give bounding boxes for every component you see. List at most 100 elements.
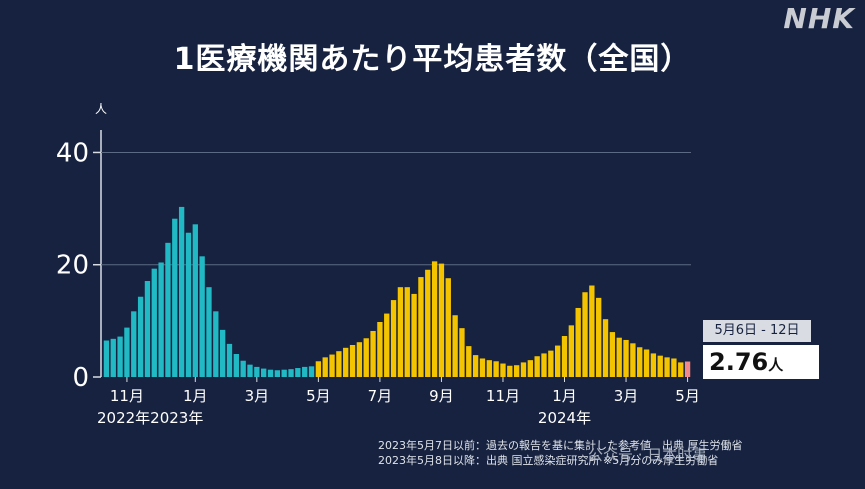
bar — [418, 277, 424, 377]
bar — [178, 206, 185, 377]
bar — [425, 269, 431, 377]
x-tick-label: 3月 — [614, 387, 639, 405]
bar — [131, 311, 137, 377]
bar — [158, 262, 164, 377]
x-tick-label: 1月 — [183, 387, 208, 405]
callout-value: 2.76 — [709, 348, 769, 376]
bar — [397, 287, 404, 377]
bar — [302, 366, 308, 377]
x-tick-label: 3月 — [245, 387, 270, 405]
x-tick-label: 7月 — [368, 387, 393, 405]
bar — [623, 339, 629, 377]
bar — [582, 292, 588, 377]
bar — [630, 343, 636, 377]
bar — [452, 315, 458, 377]
chart-title: 1医療機関あたり平均患者数（全国） — [173, 42, 692, 77]
bar — [349, 345, 356, 377]
bar — [377, 321, 383, 377]
bar — [267, 369, 274, 377]
bar — [637, 347, 643, 377]
x-tick-label: 5月 — [675, 387, 700, 405]
watermark: 公众号 · 日本时事 — [588, 446, 708, 464]
bar — [103, 340, 110, 377]
bar — [343, 347, 349, 377]
bar — [678, 362, 684, 377]
bar — [240, 360, 246, 377]
bar — [671, 358, 677, 377]
bar — [281, 369, 287, 377]
bar — [616, 337, 622, 377]
bar — [541, 353, 547, 377]
bar — [206, 287, 212, 377]
callout-unit: 人 — [768, 356, 784, 374]
bar — [356, 342, 363, 377]
x-year-label: 2022年2023年 — [97, 409, 203, 427]
bar — [596, 297, 602, 377]
bar — [445, 278, 451, 377]
bar — [438, 263, 445, 377]
bar — [185, 232, 192, 377]
bar — [609, 332, 616, 377]
bar — [384, 313, 390, 377]
x-tick-label: 1月 — [552, 387, 577, 405]
bar — [219, 329, 226, 377]
bar — [643, 349, 650, 377]
bar — [247, 364, 253, 377]
bar — [213, 311, 219, 377]
source-note-1: 2023年5月7日以前：過去の報告を基に集計した参考値 出典 厚生労働省 — [378, 439, 743, 452]
bar — [233, 353, 239, 377]
bar — [664, 357, 670, 377]
bar — [390, 300, 397, 377]
bar — [431, 261, 438, 377]
bar — [322, 357, 328, 377]
bar — [520, 362, 527, 377]
bar — [602, 319, 609, 377]
bar — [459, 328, 465, 377]
bar — [336, 351, 342, 377]
bar — [513, 365, 520, 377]
bar — [110, 338, 116, 377]
bar — [575, 307, 581, 377]
bar — [199, 256, 205, 377]
x-tick-label: 11月 — [110, 387, 144, 405]
bar — [548, 350, 554, 377]
y-axis-unit-label: 人 — [95, 102, 107, 116]
bar — [192, 224, 198, 377]
bar — [561, 336, 568, 377]
callout-period: 5月6日 - 12日 — [703, 320, 811, 342]
callout-value-box: 2.76人 — [703, 345, 819, 379]
bar — [493, 361, 499, 377]
bar — [261, 368, 267, 377]
bar — [254, 366, 260, 377]
bar — [657, 355, 663, 377]
x-tick-label: 5月 — [306, 387, 331, 405]
y-tick-label: 0 — [72, 363, 89, 393]
bar — [472, 355, 479, 377]
bar — [404, 287, 410, 377]
latest-value-callout: 5月6日 - 12日 2.76人 — [703, 320, 819, 379]
bar — [500, 363, 506, 377]
bar — [315, 361, 322, 377]
y-tick-label: 20 — [56, 251, 89, 281]
x-year-label: 2024年 — [538, 409, 591, 427]
bar — [568, 325, 575, 377]
bar — [479, 358, 486, 377]
bar — [555, 345, 561, 377]
bar — [151, 268, 157, 377]
bar — [308, 366, 315, 377]
bar — [124, 327, 130, 377]
x-tick-label: 9月 — [429, 387, 454, 405]
bar — [684, 361, 691, 377]
bar — [295, 368, 301, 377]
bar — [507, 365, 513, 377]
bar — [650, 353, 657, 377]
bar — [363, 338, 369, 377]
bar — [589, 285, 595, 377]
bar — [172, 218, 178, 377]
bar — [288, 369, 294, 377]
bar — [165, 242, 171, 377]
bar — [411, 293, 417, 377]
bar — [370, 330, 376, 377]
bar — [466, 346, 472, 378]
